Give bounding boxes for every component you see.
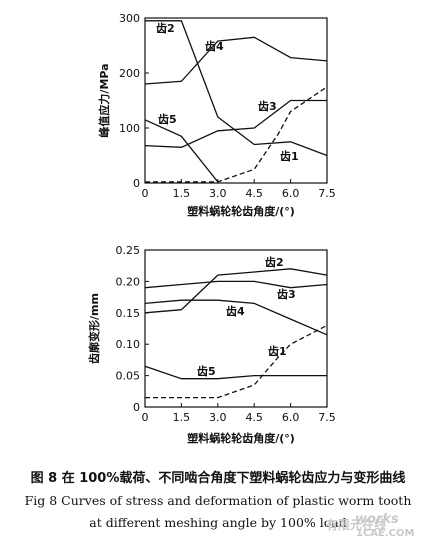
y-axis-label: 齿廓变形/mm [87, 293, 101, 364]
x-tick-label: 0 [142, 187, 149, 200]
series-line-2 [145, 20, 328, 157]
x-tick-label: 4.5 [245, 187, 263, 200]
watermark-brand: works [355, 512, 399, 527]
y-tick-label: 0 [133, 177, 140, 190]
series-label: 齿5 [197, 364, 216, 378]
series-line-4 [144, 299, 328, 336]
caption-chinese: 图 8 在 100%载荷、不同啮合角度下塑料蜗轮齿应力与变形曲线 [30, 471, 406, 486]
x-tick-label: 0 [142, 411, 149, 424]
series-line-3 [144, 99, 327, 148]
y-tick-label: 0 [133, 401, 140, 414]
series-label: 齿2 [156, 21, 175, 35]
watermark-chinese: 有限元在线 [326, 518, 387, 532]
x-tick-label: 3.0 [209, 187, 227, 200]
stress-chart: 0 1.5 3.0 4.5 6.0 7.5 0 100 200 300 齿1 齿2 齿3 齿4 齿5 塑料蜗轮… [97, 12, 336, 218]
x-axis-label: 塑料蜗轮轮齿角度/(°) [187, 204, 295, 218]
y-tick-label: 0.05 [116, 370, 141, 383]
x-tick-label: 4.5 [245, 411, 263, 424]
series-line-3 [144, 268, 328, 314]
series-label: 齿3 [258, 99, 277, 113]
series-label: 齿1 [268, 344, 287, 358]
x-tick-label: 7.5 [318, 411, 336, 424]
series-label: 齿2 [265, 255, 284, 269]
series-line-5 [144, 365, 327, 380]
series-line-4 [144, 36, 328, 85]
caption-english-line1: Fig 8 Curves of stress and deformation o… [24, 493, 412, 508]
y-tick-label: 0.10 [116, 338, 141, 351]
series-line-2 [144, 280, 328, 289]
series-label: 齿1 [280, 149, 299, 163]
y-tick-label: 0.20 [116, 275, 141, 288]
figure: 0 1.5 3.0 4.5 6.0 7.5 0 100 200 300 齿1 齿2 齿3 齿4 齿5 塑料蜗轮… [87, 12, 336, 445]
x-tick-label: 6.0 [282, 187, 300, 200]
y-tick-label: 0.25 [116, 244, 141, 257]
series-line-1 [145, 324, 328, 399]
y-tick-label: 300 [119, 12, 140, 25]
x-tick-label: 1.5 [173, 187, 191, 200]
series-label: 齿3 [277, 287, 296, 301]
watermark-site: 1CAE.COM [356, 528, 415, 539]
y-axis-label: 峰值应力/MPa [97, 63, 111, 137]
deformation-chart: 0 1.5 3.0 4.5 6.0 7.5 0 0.05 0.10 0.15 0.20 0.25 齿1 齿… [87, 244, 336, 445]
x-tick-label: 7.5 [318, 187, 336, 200]
x-axis-label: 塑料蜗轮轮齿角度/(°) [187, 431, 295, 445]
series-line-1 [145, 86, 328, 183]
plot-frame [144, 249, 328, 408]
x-tick-label: 1.5 [173, 411, 191, 424]
series-label: 齿5 [158, 112, 177, 126]
x-tick-label: 3.0 [209, 411, 227, 424]
x-tick-label: 6.0 [282, 411, 300, 424]
y-tick-label: 0.15 [116, 307, 141, 320]
caption-english-line2: at different meshing angle by 100% load [89, 515, 347, 530]
series-line-5 [144, 119, 219, 183]
series-label: 齿4 [205, 39, 224, 53]
y-tick-label: 100 [119, 122, 140, 135]
y-tick-label: 200 [119, 67, 140, 80]
series-label: 齿4 [226, 304, 245, 318]
